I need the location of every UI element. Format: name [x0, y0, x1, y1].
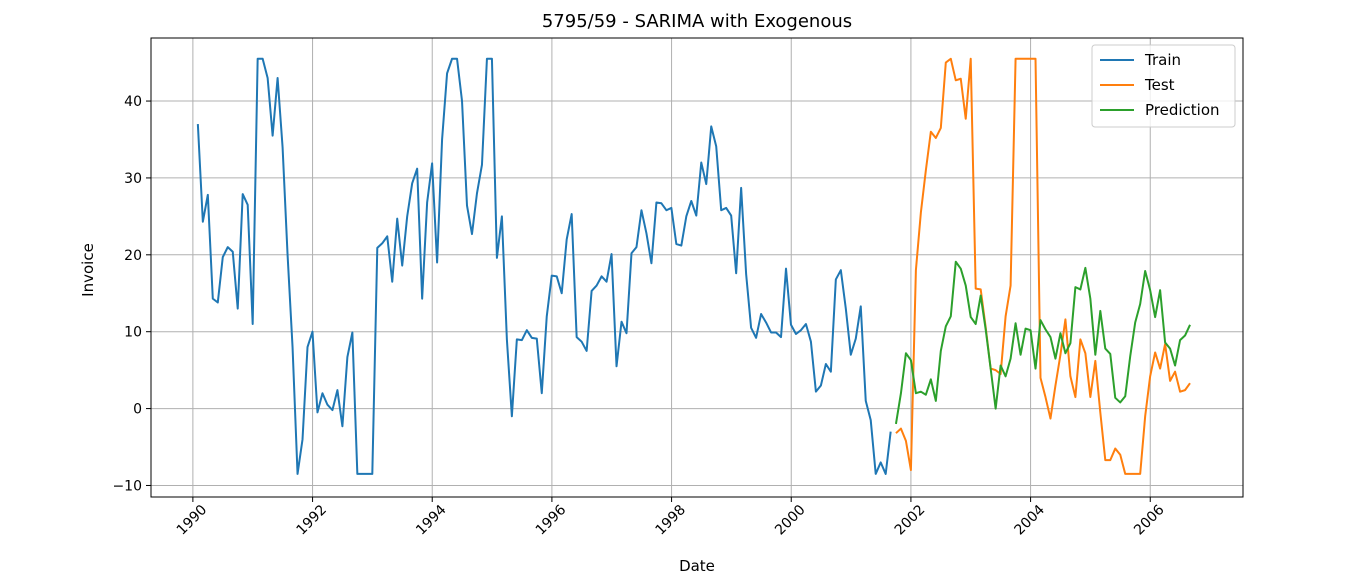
y-axis: −10 0 10 20 30 40 — [112, 94, 151, 494]
series-line-train — [196, 57, 892, 475]
x-axis: 1990 1992 1994 1996 1998 2000 2002 2004 2006 — [174, 497, 1168, 538]
y-tick-label: 10 — [124, 325, 142, 341]
legend-label-train: Train — [1144, 51, 1181, 69]
x-tick-label: 1994 — [413, 502, 450, 539]
series-line-test — [895, 57, 1191, 475]
chart-title: 5795/59 - SARIMA with Exogenous — [542, 11, 852, 32]
y-tick-label: 0 — [133, 402, 142, 418]
legend-box — [1091, 44, 1236, 128]
legend-label-prediction: Prediction — [1145, 101, 1220, 119]
x-tick-label: 1990 — [174, 502, 211, 539]
x-tick-label: 2000 — [772, 502, 809, 539]
legend-label-test: Test — [1144, 76, 1175, 94]
legend: Train Test Prediction — [1091, 44, 1236, 128]
x-tick-label: 2006 — [1131, 502, 1168, 539]
plot-background — [151, 38, 1243, 497]
y-tick-label: 20 — [124, 248, 142, 264]
series-line-prediction — [894, 260, 1191, 425]
series-layer — [196, 57, 1191, 475]
x-tick-label: 2002 — [892, 502, 929, 539]
x-tick-label: 1996 — [533, 502, 570, 539]
x-tick-label: 2004 — [1011, 502, 1048, 539]
y-tick-label: −10 — [112, 478, 142, 494]
plot-frame — [150, 37, 1244, 498]
x-tick-label: 1992 — [293, 502, 330, 539]
y-tick-label: 30 — [124, 171, 142, 187]
y-tick-label: 40 — [124, 94, 142, 110]
x-tick-label: 1998 — [652, 502, 689, 539]
x-axis-title: Date — [679, 557, 715, 575]
y-axis-title: Invoice — [79, 243, 97, 297]
